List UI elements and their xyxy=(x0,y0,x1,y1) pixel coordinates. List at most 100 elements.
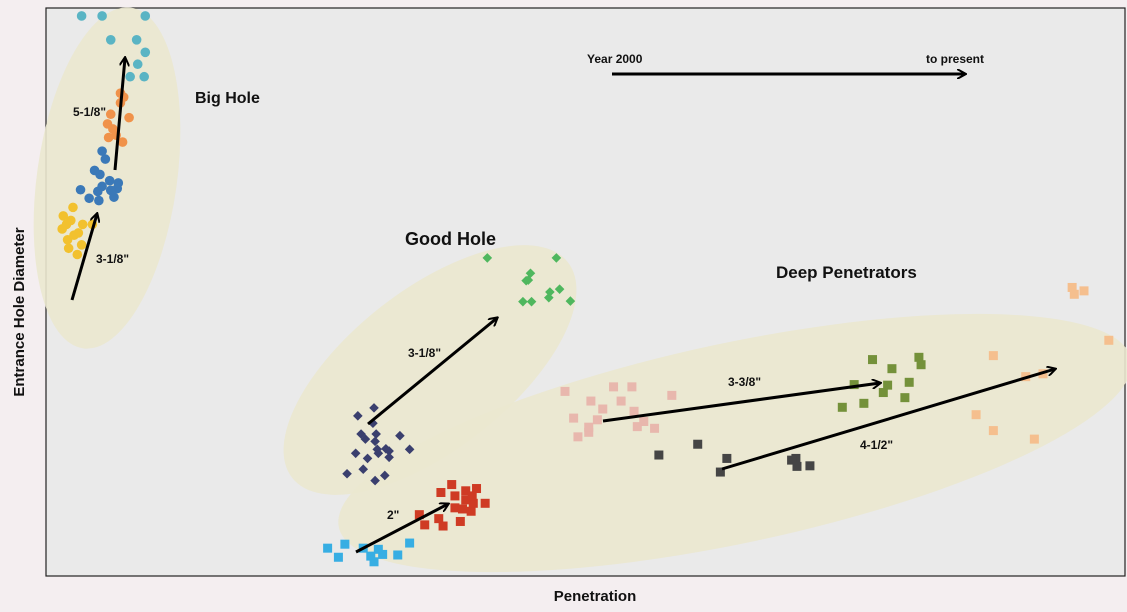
data-point xyxy=(584,422,594,432)
data-point xyxy=(560,386,570,396)
data-point xyxy=(988,426,998,436)
data-point xyxy=(916,360,926,370)
x-axis-label: Penetration xyxy=(554,588,637,605)
data-point xyxy=(480,498,490,508)
arrow-5-1-8 xyxy=(113,58,125,171)
data-point xyxy=(632,422,642,432)
data-point xyxy=(370,436,380,447)
data-point xyxy=(414,510,424,520)
group-label-deep-penetrators: Deep Penetrators xyxy=(776,263,917,282)
data-point xyxy=(373,448,384,459)
data-point xyxy=(76,11,87,21)
good-hole-region xyxy=(283,245,577,495)
data-point xyxy=(342,468,352,479)
data-point xyxy=(438,521,448,531)
data-point xyxy=(518,296,528,307)
data-point xyxy=(105,35,116,45)
data-point xyxy=(650,423,660,433)
data-point xyxy=(139,71,149,82)
trend-arrows xyxy=(70,58,1055,554)
data-point xyxy=(97,181,107,192)
data-point xyxy=(368,418,378,429)
data-point xyxy=(461,495,471,505)
data-point xyxy=(100,154,111,164)
data-point xyxy=(472,484,482,494)
arrow-label: 2" xyxy=(387,508,399,522)
data-point xyxy=(68,202,78,213)
data-point xyxy=(420,520,430,530)
data-point xyxy=(715,467,725,477)
data-point xyxy=(551,253,562,263)
data-point xyxy=(76,240,87,250)
arrow-label: 4-1/2" xyxy=(860,438,893,452)
data-point xyxy=(404,444,415,455)
data-point xyxy=(565,296,576,306)
data-point xyxy=(380,470,390,481)
data-point xyxy=(63,243,74,254)
data-point xyxy=(598,404,608,414)
data-point xyxy=(792,461,802,471)
data-point xyxy=(887,364,897,374)
data-point xyxy=(468,498,478,508)
data-point xyxy=(447,480,457,490)
data-point xyxy=(609,382,619,392)
deep-penetrators-region xyxy=(338,313,1127,573)
data-point xyxy=(395,430,405,441)
data-point xyxy=(457,504,467,514)
data-point xyxy=(103,132,114,143)
data-point xyxy=(108,124,118,134)
arrow-label: 3-3/8" xyxy=(728,375,761,389)
data-point xyxy=(482,253,493,263)
data-point xyxy=(849,380,859,390)
arrow-label: 3-1/8" xyxy=(408,346,441,360)
data-point xyxy=(366,551,376,561)
data-point xyxy=(356,429,366,439)
data-point xyxy=(378,549,388,559)
data-point xyxy=(523,275,534,285)
data-point xyxy=(372,444,383,455)
data-point xyxy=(883,380,893,390)
data-point xyxy=(350,448,361,459)
arrow-label: 5-1/8" xyxy=(73,105,106,119)
data-point xyxy=(900,393,910,403)
timeline-start-label: Year 2000 xyxy=(587,52,643,66)
data-point xyxy=(627,382,637,392)
data-point xyxy=(384,452,394,463)
data-point xyxy=(393,550,403,560)
arrow-2 xyxy=(355,504,448,554)
timeline-end-label: to present xyxy=(926,52,984,66)
data-point xyxy=(1067,282,1077,292)
data-point xyxy=(97,11,107,21)
data-point xyxy=(569,413,579,423)
data-point xyxy=(384,446,394,456)
data-point xyxy=(132,59,143,70)
data-point xyxy=(859,398,869,408)
arrow-3-1-8-good xyxy=(367,318,497,426)
data-point xyxy=(436,488,446,498)
data-point xyxy=(450,503,460,513)
data-point xyxy=(914,352,924,362)
data-point xyxy=(113,178,124,188)
group-label-good-hole: Good Hole xyxy=(405,229,496,249)
data-point xyxy=(455,516,465,526)
group-label-big-hole: Big Hole xyxy=(195,90,260,107)
data-point xyxy=(1079,286,1089,296)
y-axis-label: Entrance Hole Diameter xyxy=(11,227,28,396)
data-point xyxy=(369,557,379,567)
data-point xyxy=(787,455,797,465)
data-point xyxy=(117,137,128,147)
data-point xyxy=(58,211,69,221)
data-point xyxy=(554,284,565,294)
data-point xyxy=(84,193,94,204)
data-point xyxy=(140,11,151,21)
data-point xyxy=(140,47,151,58)
data-point xyxy=(360,434,371,444)
data-point xyxy=(1029,434,1039,444)
data-point xyxy=(616,396,626,406)
data-point xyxy=(904,377,914,387)
data-point xyxy=(654,450,664,460)
data-point xyxy=(66,215,76,226)
data-point xyxy=(105,109,116,120)
data-point xyxy=(466,506,476,516)
